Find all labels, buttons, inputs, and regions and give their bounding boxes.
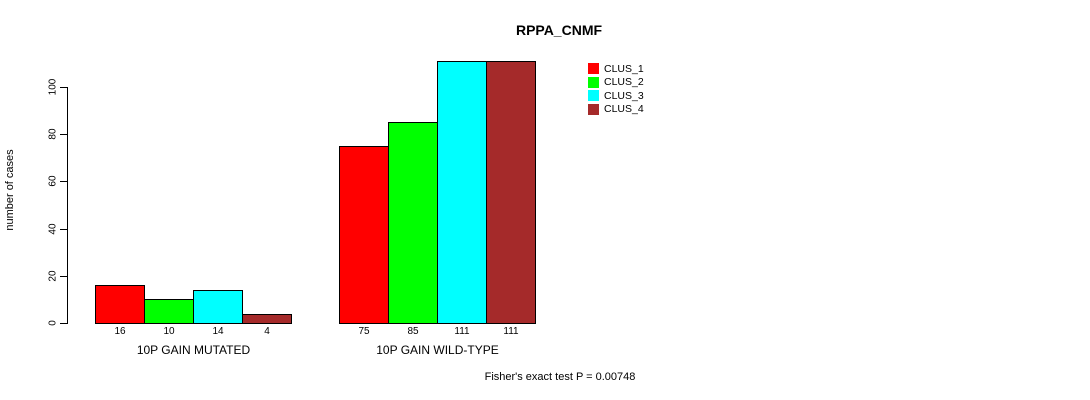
legend: CLUS_1 CLUS_2 CLUS_3 CLUS_4 xyxy=(588,62,644,116)
y-axis-tick xyxy=(60,87,67,88)
y-axis-tick-label: 20 xyxy=(47,270,59,282)
bar-value-label: 75 xyxy=(358,326,370,337)
bar-value-label: 4 xyxy=(264,326,270,337)
chart-title: RPPA_CNMF xyxy=(515,22,603,38)
y-axis-tick xyxy=(60,323,67,324)
legend-item-clus-4: CLUS_4 xyxy=(588,103,644,117)
legend-swatch-clus-1 xyxy=(588,63,599,75)
group-label: 10P GAIN WILD-TYPE xyxy=(376,343,499,357)
bar-value-label: 16 xyxy=(114,326,126,337)
y-axis-tick-label: 60 xyxy=(47,175,59,187)
legend-item-clus-3: CLUS_3 xyxy=(588,89,644,103)
bar-clus_4-group1 xyxy=(242,314,292,324)
legend-item-clus-2: CLUS_2 xyxy=(588,76,644,90)
bar-value-label: 111 xyxy=(454,326,470,337)
bar-value-label: 14 xyxy=(212,326,224,337)
bar-clus_3-group1 xyxy=(193,290,243,324)
bar-value-label: 85 xyxy=(407,326,419,337)
legend-label-clus-4: CLUS_4 xyxy=(604,103,644,116)
bar-clus_3-group2 xyxy=(437,61,487,324)
y-axis-tick-label: 40 xyxy=(47,223,59,235)
group-label: 10P GAIN MUTATED xyxy=(136,343,251,357)
y-axis-tick-label: 0 xyxy=(47,320,59,326)
bar-clus_2-group1 xyxy=(144,299,194,324)
y-axis-tick xyxy=(60,228,67,230)
legend-label-clus-3: CLUS_3 xyxy=(604,89,644,102)
legend-item-clus-1: CLUS_1 xyxy=(588,62,644,76)
legend-swatch-clus-3 xyxy=(588,90,599,102)
bar-clus_4-group2 xyxy=(486,61,536,324)
legend-swatch-clus-2 xyxy=(588,76,599,88)
bar-value-label: 10 xyxy=(163,326,175,337)
y-axis-label: number of cases xyxy=(4,149,16,231)
bar-clus_1-group2 xyxy=(339,146,389,324)
y-axis-tick-label: 80 xyxy=(47,128,59,140)
bar-value-label: 111 xyxy=(503,326,519,337)
legend-label-clus-2: CLUS_2 xyxy=(604,76,644,89)
bar-clus_1-group1 xyxy=(95,285,145,324)
y-axis-tick xyxy=(60,134,67,136)
y-axis-line xyxy=(67,87,68,324)
legend-swatch-clus-4 xyxy=(588,103,599,115)
bar-clus_2-group2 xyxy=(388,122,438,324)
legend-label-clus-1: CLUS_1 xyxy=(604,62,644,75)
fishers-test-footnote: Fisher's exact test P = 0.00748 xyxy=(484,371,636,383)
y-axis-tick xyxy=(60,181,67,183)
y-axis-tick-label: 100 xyxy=(47,78,59,96)
y-axis-tick xyxy=(60,275,67,277)
